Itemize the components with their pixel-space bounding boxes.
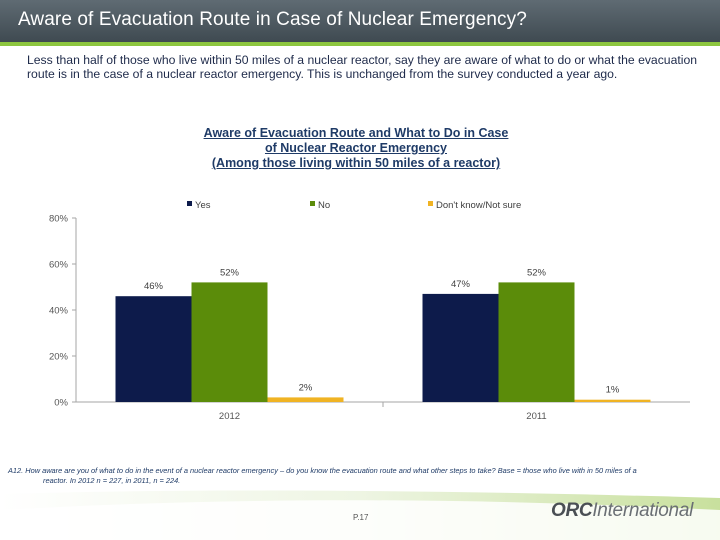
footnote-line-1: A12. How aware are you of what to do in …	[8, 466, 637, 475]
bar-yes-2011	[422, 293, 499, 402]
legend-swatch	[310, 201, 315, 206]
legend-swatch	[428, 201, 433, 206]
bottom-swoosh	[0, 490, 720, 540]
logo-rest: International	[592, 500, 694, 521]
slide-title: Aware of Evacuation Route in Case of Nuc…	[18, 9, 527, 30]
y-tick-label: 80%	[49, 214, 69, 225]
y-tick-label: 0%	[54, 398, 68, 409]
legend-label: Don't know/Not sure	[436, 200, 521, 211]
bar-no-2012	[191, 282, 268, 402]
title-bar: Aware of Evacuation Route in Case of Nuc…	[0, 0, 720, 42]
data-label: 46%	[144, 281, 164, 292]
data-label: 2%	[299, 382, 313, 393]
page-number: P.17	[353, 513, 369, 522]
footnote: A12. How aware are you of what to do in …	[8, 466, 708, 486]
bar-don-t-know-not-sure-2011	[574, 399, 651, 402]
legend-swatch	[187, 201, 192, 206]
data-label: 52%	[527, 267, 547, 278]
chart-title-line-3: (Among those living within 50 miles of a…	[211, 156, 501, 170]
y-tick-label: 60%	[49, 260, 69, 271]
chart-title-line-2: of Nuclear Reactor Emergency	[264, 141, 447, 155]
footnote-line-2: reactor. In 2012 n = 227, in 2011, n = 2…	[43, 476, 181, 485]
bar-chart: 0% 20% 40% 60% 80% 46% 52% 2% 2012 47% 52% 1% 2011 Ye…	[49, 200, 690, 422]
bar-no-2011	[498, 282, 575, 402]
chart-title-line-1: Aware of Evacuation Route and What to Do…	[203, 126, 509, 140]
orc-logo: ORCInternational	[551, 500, 693, 522]
x-tick-label: 2012	[219, 411, 240, 422]
legend-label: Yes	[195, 200, 211, 211]
data-label: 1%	[606, 385, 620, 396]
legend-label: No	[318, 200, 330, 211]
data-label: 47%	[451, 279, 471, 290]
y-tick-label: 40%	[49, 306, 69, 317]
logo-bold: ORC	[551, 500, 593, 521]
title-underline	[0, 42, 720, 46]
y-tick-label: 20%	[49, 352, 69, 363]
slide-subtitle: Less than half of those who live within …	[27, 53, 698, 81]
x-tick-label: 2011	[526, 411, 546, 422]
data-label: 52%	[220, 267, 240, 278]
chart-title: Aware of Evacuation Route and What to Do…	[150, 126, 562, 171]
bar-don-t-know-not-sure-2012	[267, 397, 344, 402]
bar-yes-2012	[115, 296, 192, 402]
